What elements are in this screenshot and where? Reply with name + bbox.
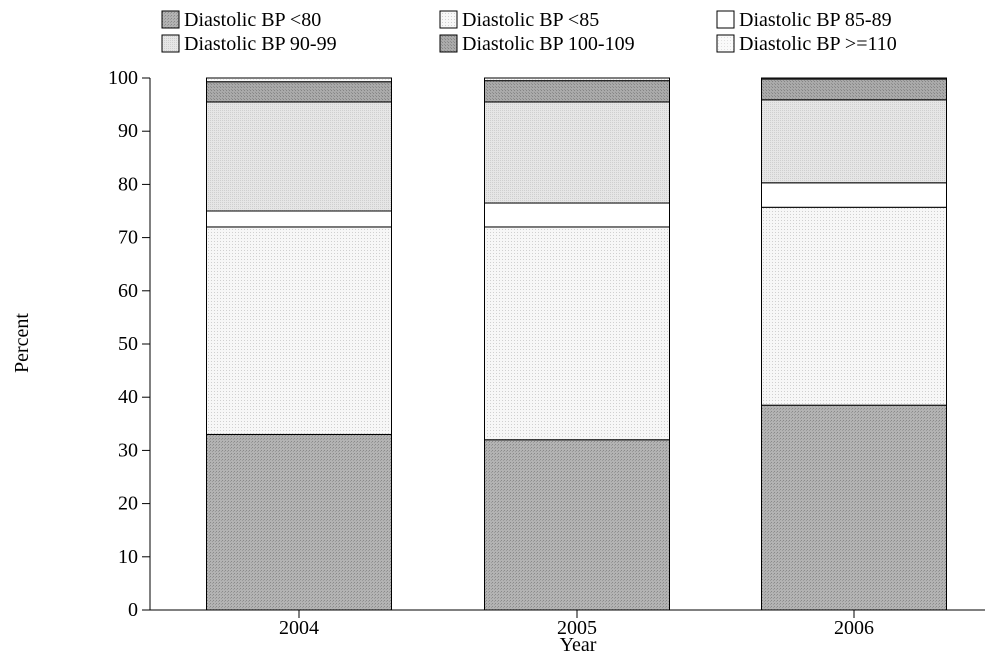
bar-segment [484, 202, 670, 228]
bar-segment [206, 210, 392, 228]
y-tick-label: 40 [118, 386, 138, 408]
x-tick-label: 2006 [834, 617, 874, 639]
bar-segment [484, 101, 670, 204]
bar-segment [484, 439, 670, 611]
y-tick-label: 0 [128, 599, 138, 621]
bar-segment [761, 404, 947, 611]
bar-segment [206, 226, 392, 435]
bar-segment [761, 77, 947, 80]
x-axis-label: Year [560, 634, 597, 654]
bar-segment [484, 77, 670, 82]
bar-segment [206, 433, 392, 611]
bar-segment [761, 182, 947, 208]
axes: 0 10 20 30 40 50 60 70 80 90 100 2004 2005 2006 [108, 67, 985, 639]
bar-segment [484, 226, 670, 441]
y-tick-label: 10 [118, 546, 138, 568]
bar-segment [206, 101, 392, 212]
legend-label: Diastolic BP >=110 [739, 33, 897, 55]
y-tick-label: 30 [118, 439, 138, 461]
bar-segment [206, 81, 392, 103]
legend-label: Diastolic BP 100-109 [462, 33, 635, 55]
legend-swatch [161, 10, 180, 29]
y-tick-label: 20 [118, 493, 138, 515]
y-tick-label: 90 [118, 120, 138, 142]
legend-swatch [439, 10, 458, 29]
legend-label: Diastolic BP <80 [184, 9, 321, 31]
x-tick-label: 2004 [279, 617, 319, 639]
legend-label: Diastolic BP 85-89 [739, 9, 892, 31]
legend-swatch [161, 34, 180, 53]
legend-swatch [716, 10, 735, 29]
y-tick-label: 60 [118, 280, 138, 302]
y-tick-label: 70 [118, 227, 138, 249]
bar-segment [484, 80, 670, 103]
bar-segment [206, 77, 392, 83]
bar-segment [761, 99, 947, 184]
y-axis-label: Percent [11, 313, 33, 373]
bar-segment [761, 78, 947, 101]
legend-swatch [716, 34, 735, 53]
legend-swatch [439, 34, 458, 53]
legend-label: Diastolic BP <85 [462, 9, 599, 31]
y-tick-label: 50 [118, 333, 138, 355]
legend-label: Diastolic BP 90-99 [184, 33, 337, 55]
bars [206, 77, 947, 611]
legend: Diastolic BP <80 Diastolic BP <85 Diastoli… [161, 9, 897, 55]
y-tick-label: 80 [118, 173, 138, 195]
y-tick-label: 100 [108, 67, 138, 89]
x-tick-label: 2005 [557, 617, 597, 639]
bar-segment [761, 206, 947, 406]
